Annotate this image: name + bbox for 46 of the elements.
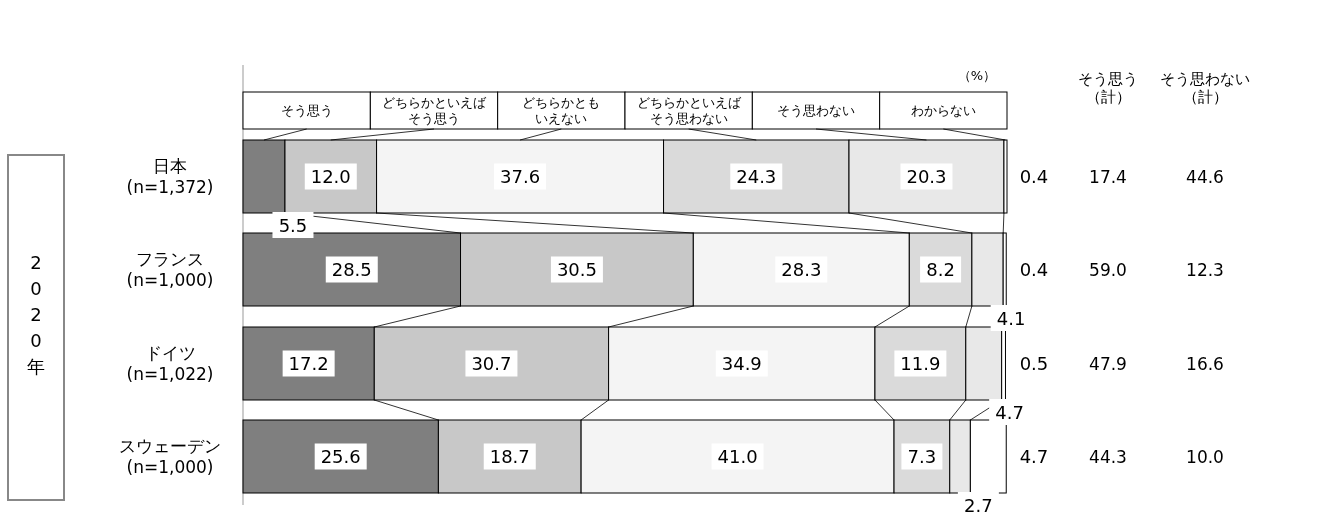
text: そう思う（計） [1078, 70, 1138, 106]
series-label: どちらかといえばそう思う [382, 95, 487, 126]
data-label: 17.2 [288, 353, 329, 374]
text: 47.9 [1089, 353, 1127, 374]
data-label: 24.3 [736, 166, 777, 187]
text: 12.3 [1186, 259, 1224, 280]
text: （%） [957, 67, 997, 83]
y-tick-label: スウェーデン (n=1,000) [119, 436, 221, 477]
data-label: 4.7 [995, 401, 1024, 423]
text: わからない [910, 103, 976, 118]
data-label: 0.5 [1019, 353, 1049, 374]
text: 2020年 [27, 251, 45, 377]
data-label: 7.3 [907, 446, 937, 467]
text: 17.4 [1089, 166, 1127, 187]
data-label: 5.5 [278, 214, 308, 236]
data-label: 28.5 [331, 259, 372, 280]
series-label: どちらかともいえない [522, 95, 601, 126]
data-label: 18.7 [489, 446, 530, 467]
data-label: 30.7 [471, 353, 512, 374]
data-label: 41.0 [717, 446, 758, 467]
data-label: 2.7 [964, 494, 993, 514]
series-label: どちらかといえばそう思わない [636, 95, 742, 126]
text: 10.0 [1186, 446, 1224, 467]
data-label: 37.6 [500, 166, 541, 187]
series-label: そう思う [280, 103, 333, 118]
data-label: 30.5 [556, 259, 597, 280]
y-tick-label: ドイツ (n=1,022) [126, 343, 214, 384]
data-label: 4.7 [1019, 446, 1049, 467]
data-label: 12.0 [310, 166, 351, 187]
y-tick-label: フランス (n=1,000) [126, 249, 214, 290]
data-label: 34.9 [721, 353, 762, 374]
series-label: そう思わない [777, 103, 855, 118]
data-label: 11.9 [900, 353, 941, 374]
data-label: 0.4 [1019, 166, 1049, 187]
data-label: 8.2 [926, 259, 955, 280]
text: 44.3 [1089, 446, 1127, 467]
data-label: 20.3 [906, 166, 947, 187]
y-tick-label: 日本 (n=1,372) [126, 156, 214, 197]
data-label: 25.6 [320, 446, 361, 467]
data-label: 0.4 [1019, 259, 1049, 280]
text: 44.6 [1186, 166, 1224, 187]
data-label: 4.1 [996, 307, 1026, 329]
data-label: 28.3 [781, 259, 822, 280]
text: 16.6 [1186, 353, 1224, 374]
text: 59.0 [1089, 259, 1127, 280]
text: そう思わない（計） [1160, 70, 1250, 106]
